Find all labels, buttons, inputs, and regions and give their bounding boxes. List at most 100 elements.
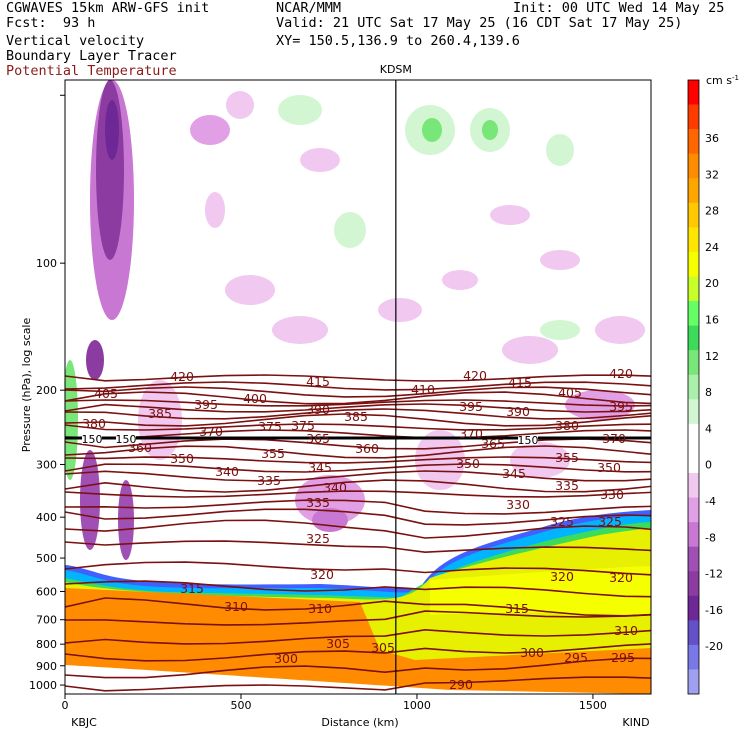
theta-contour — [65, 597, 651, 617]
colorbar-swatch — [688, 497, 699, 523]
y-tick-label: 200 — [36, 384, 57, 397]
y-tick-label: 800 — [36, 638, 57, 651]
theta-contour-label-text: 295 — [564, 650, 588, 665]
theta-contour-label: 385 — [148, 406, 172, 421]
theta-contour-label: 420 — [170, 369, 194, 384]
plot-area: 420 415 410 420 415 420 405 395 400 390 385 395 390 4… — [65, 80, 651, 694]
theta-contour — [65, 374, 651, 382]
theta-contour-label-text: 330 — [506, 497, 530, 512]
theta-contour-label: 370 — [199, 424, 223, 439]
theta-contour-label: 350 — [456, 456, 480, 471]
theta-contour — [65, 657, 651, 679]
tracer-contour-label: 150 — [116, 433, 137, 446]
colorbar-swatch — [688, 423, 699, 449]
colorbar-swatch — [688, 251, 699, 277]
contour-labels: 420 415 410 420 415 420 405 395 400 390 385 395 390 4… — [82, 366, 638, 692]
theta-contour — [65, 456, 651, 464]
colorbar-swatch — [688, 276, 699, 302]
theta-contour-label: 310 — [224, 599, 248, 614]
theta-contour-label-text: 345 — [502, 466, 526, 481]
theta-contour-label: 395 — [459, 399, 483, 414]
colorbar-swatch — [688, 350, 699, 376]
theta-contour-label-text: 310 — [614, 623, 638, 638]
theta-contour-label-text: 315 — [505, 601, 529, 616]
theta-contour-label: 295 — [564, 650, 588, 665]
theta-contour-label-text: 375 — [291, 418, 315, 433]
theta-contour-label: 405 — [558, 385, 582, 400]
theta-contour-label-text: 350 — [456, 456, 480, 471]
colorbar-tick-label: -8 — [705, 531, 716, 544]
theta-contour — [65, 470, 651, 482]
theta-contour-label: 315 — [505, 601, 529, 616]
theta-contour-label: 405 — [94, 386, 118, 401]
theta-contour-label-text: 365 — [306, 431, 330, 446]
theta-contour-label: 325 — [550, 514, 574, 529]
theta-contour — [65, 499, 651, 515]
theta-contour-label: 365 — [481, 436, 505, 451]
theta-contour-label: 365 — [306, 431, 330, 446]
x-tick-label: 0 — [62, 699, 69, 712]
theta-contour — [65, 445, 651, 459]
colorbar-tick-label: 16 — [705, 314, 719, 327]
cross-section-xy: XY= 150.5,136.9 to 260.4,139.6 — [276, 33, 520, 49]
theta-contour-label-text: 370 — [459, 426, 483, 441]
theta-contour-label-text: 350 — [597, 460, 621, 475]
field-vertical-velocity: Vertical velocity — [6, 33, 145, 49]
theta-contour-label-text: 380 — [555, 418, 579, 433]
theta-contour-label: 300 — [274, 651, 298, 666]
init-time: Init: 00 UTC Wed 14 May 25 — [513, 0, 725, 16]
theta-contour-label-text: 420 — [463, 368, 487, 383]
theta-contour-label-text: 395 — [194, 397, 218, 412]
theta-contour-label: 310 — [614, 623, 638, 638]
model-title: CGWAVES 15km ARW-GFS init — [6, 0, 210, 16]
theta-contour-label-text: 390 — [506, 404, 530, 419]
colorbar-tick-label: -12 — [705, 568, 723, 581]
theta-contour-label: 325 — [306, 531, 330, 546]
theta-contour-label: 380 — [82, 416, 106, 431]
theta-contour-label: 305 — [326, 636, 350, 651]
theta-contour-label-text: 325 — [598, 514, 622, 529]
field-boundary-layer-tracer: Boundary Layer Tracer — [6, 48, 177, 64]
theta-contour — [65, 676, 651, 692]
tracer-contour-label: 150 — [518, 434, 539, 447]
theta-contour-label-text: 405 — [94, 386, 118, 401]
theta-contour — [65, 628, 651, 645]
theta-contour-label: 340 — [323, 480, 347, 495]
theta-contour-label: 395 — [609, 399, 633, 414]
colorbar-tick-label: 8 — [705, 386, 712, 399]
theta-contour-label-text: 300 — [520, 645, 544, 660]
theta-contour-label: 380 — [555, 418, 579, 433]
y-axis: 100 200 300 400 500 600 700 800 900 1000 — [29, 94, 65, 692]
theta-contour-label: 345 — [308, 460, 332, 475]
colorbar-frame — [687, 79, 700, 695]
colorbar-swatch — [688, 104, 699, 130]
colorbar-swatch — [688, 448, 699, 474]
colorbar-swatch — [688, 80, 699, 105]
theta-contour-label-text: 420 — [170, 369, 194, 384]
y-tick-label: 500 — [36, 552, 57, 565]
theta-contour — [65, 408, 651, 420]
theta-contour-label: 310 — [308, 601, 332, 616]
tracer-label-bg — [518, 436, 538, 445]
theta-contour — [65, 381, 651, 391]
x-axis-label: Distance (km) — [321, 716, 398, 729]
theta-contour-label: 375 — [291, 418, 315, 433]
y-tick-label: 1000 — [29, 679, 57, 692]
theta-contour — [65, 561, 651, 576]
theta-contour-label: 325 — [598, 514, 622, 529]
theta-contour-label-text: 370 — [199, 424, 223, 439]
colorbar-swatch — [688, 669, 699, 695]
theta-contour-label: 335 — [306, 495, 330, 510]
left-station-label: KBJC — [71, 716, 97, 729]
theta-contour-label: 320 — [609, 570, 633, 585]
theta-contour — [65, 423, 651, 431]
theta-contour-label: 320 — [550, 569, 574, 584]
y-tick-label: 400 — [36, 511, 57, 524]
theta-contour-label: 345 — [502, 466, 526, 481]
plot-frame — [64, 79, 652, 695]
theta-contour-label: 390 — [506, 404, 530, 419]
theta-contour-label: 315 — [180, 581, 204, 596]
colorbar-swatch — [688, 325, 699, 351]
theta-contour — [65, 403, 651, 413]
